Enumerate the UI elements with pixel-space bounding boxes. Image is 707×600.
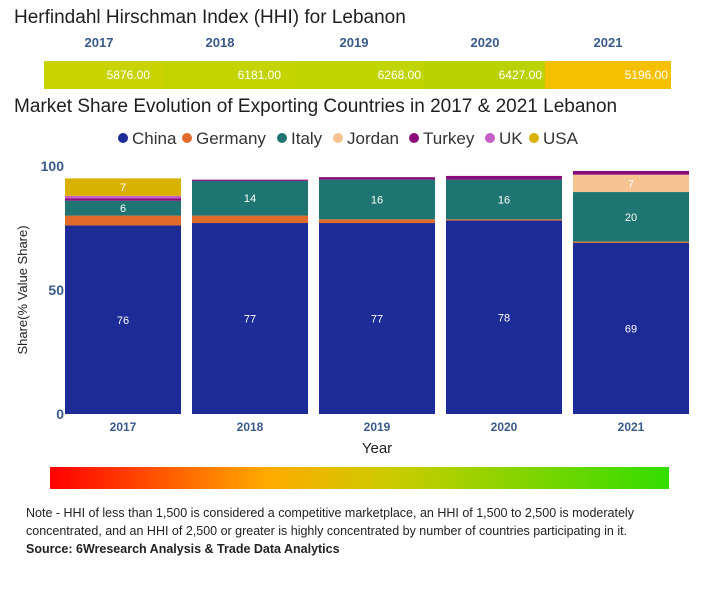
legend-item-germany: Germany	[182, 129, 266, 149]
bar-segment-usa	[65, 178, 181, 196]
y-tick-label: 100	[41, 158, 65, 174]
hhi-year-label: 2020	[470, 35, 500, 50]
hhi-cell: 5876.00	[44, 61, 162, 89]
chart-legend: China Germany Italy Jordan Turkey UK USA	[0, 129, 707, 153]
hhi-year-label: 2021	[593, 35, 623, 50]
hhi-band: 5876.00 6181.00 6268.00 6427.00 5196.00	[44, 61, 671, 89]
data-label: 78	[498, 312, 510, 324]
data-label: 16	[498, 194, 510, 206]
data-label: 69	[625, 323, 637, 335]
bar-segment-china	[446, 220, 562, 414]
data-label: 77	[371, 314, 383, 326]
hhi-cell: 6427.00	[424, 61, 545, 89]
source-text: Source: 6Wresearch Analysis & Trade Data…	[26, 542, 340, 556]
legend-label: USA	[543, 129, 578, 148]
bar-segment-germany	[65, 215, 181, 226]
legend-item-uk: UK	[485, 129, 523, 149]
legend-label: UK	[499, 129, 523, 148]
hhi-value: 6181.00	[237, 68, 281, 82]
chart-title: Market Share Evolution of Exporting Coun…	[14, 96, 618, 117]
data-label: 7	[628, 178, 634, 190]
legend-marker	[182, 133, 192, 143]
legend-item-italy: Italy	[277, 129, 322, 149]
data-label: 14	[244, 193, 256, 205]
data-label: 20	[625, 212, 637, 224]
hhi-cell: 6268.00	[293, 61, 424, 89]
legend-item-china: China	[118, 129, 176, 149]
bar-segment-jordan	[573, 174, 689, 193]
bar-segment-italy	[192, 180, 308, 216]
hhi-value: 6268.00	[377, 68, 421, 82]
bar-segment-italy	[65, 200, 181, 216]
legend-marker	[529, 133, 539, 143]
bar-segment-uk	[65, 195, 181, 199]
bar-segment-china	[192, 223, 308, 414]
x-tick-label: 2017	[110, 420, 137, 434]
legend-item-jordan: Jordan	[333, 129, 399, 149]
x-tick-label: 2020	[491, 420, 518, 434]
y-tick-label: 0	[56, 406, 64, 422]
data-label: 76	[117, 315, 129, 327]
y-tick-label: 50	[48, 282, 64, 298]
legend-label: Turkey	[423, 129, 475, 148]
hhi-value: 6427.00	[498, 68, 542, 82]
legend-marker	[118, 133, 128, 143]
hhi-cell: 5196.00	[545, 61, 671, 89]
hhi-year-label: 2019	[339, 35, 369, 50]
legend-marker	[277, 133, 287, 143]
bar-segment-germany	[192, 215, 308, 224]
y-axis-label: Share(% Value Share)	[15, 225, 30, 354]
note-text: Note - HHI of less than 1,500 is conside…	[26, 506, 634, 538]
bar-segment-turkey	[65, 198, 181, 201]
bar-segment-turkey	[192, 179, 308, 181]
x-tick-label: 2019	[364, 420, 391, 434]
legend-label: Jordan	[347, 129, 399, 148]
legend-label: Germany	[196, 129, 266, 148]
legend-marker	[333, 133, 343, 143]
legend-item-turkey: Turkey	[409, 129, 474, 149]
bar-segment-turkey	[573, 170, 689, 175]
x-tick-label: 2021	[618, 420, 645, 434]
hhi-value: 5876.00	[106, 68, 150, 82]
hhi-value: 5196.00	[624, 68, 668, 82]
legend-label: China	[132, 129, 177, 148]
bar-segment-china	[65, 225, 181, 414]
hhi-cell: 6181.00	[162, 61, 293, 89]
bar-segment-germany	[319, 219, 435, 224]
data-label: 77	[244, 314, 256, 326]
bar-segment-china	[319, 223, 435, 414]
bar-segment-germany	[446, 219, 562, 221]
bar-segment-china	[573, 242, 689, 414]
legend-label: Italy	[291, 129, 323, 148]
bar-segment-turkey	[446, 175, 562, 180]
bar-segment-italy	[319, 179, 435, 220]
data-label: 6	[120, 203, 126, 215]
data-label: 7	[120, 182, 126, 194]
bar-segment-germany	[573, 241, 689, 243]
bar-segment-italy	[573, 192, 689, 242]
data-label: 16	[371, 194, 383, 206]
legend-marker	[485, 133, 495, 143]
legend-marker	[409, 133, 419, 143]
hhi-year-label: 2018	[205, 35, 235, 50]
stacked-bar-chart: 0 50 100 Share(% Value Share) 76 6 7 2017 77 14 20…	[15, 158, 689, 457]
bar-segment-italy	[446, 179, 562, 220]
x-axis-label: Year	[362, 440, 392, 457]
hhi-gradient-bar	[50, 467, 669, 489]
hhi-title: Herfindahl Hirschman Index (HHI) for Leb…	[14, 7, 406, 28]
bar-segment-turkey	[319, 177, 435, 180]
x-tick-label: 2018	[237, 420, 264, 434]
legend-item-usa: USA	[529, 129, 578, 149]
hhi-year-label: 2017	[84, 35, 114, 50]
